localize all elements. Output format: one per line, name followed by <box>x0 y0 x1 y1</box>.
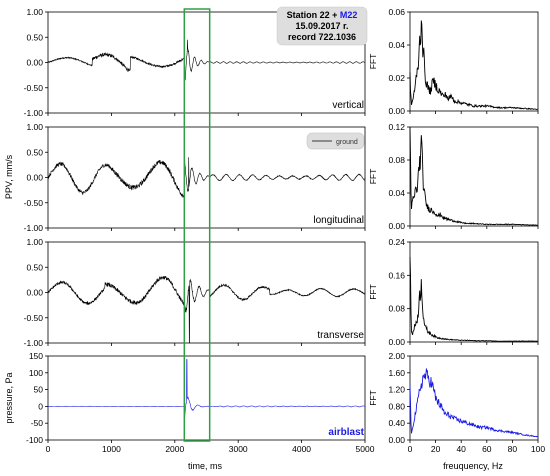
vertical-series-line <box>47 39 365 84</box>
label-longitudinal: longitudinal <box>313 215 364 226</box>
longitudinal-ytick-label: 0.50 <box>26 147 43 157</box>
legend-background <box>306 132 365 150</box>
info-box-line1-prefix: Station 22 + <box>287 10 340 20</box>
fft_vertical-ytick-label: 0.02 <box>388 73 405 83</box>
fft_airblast-xtick-label: 80 <box>508 444 518 454</box>
fft_vertical-frame <box>409 11 539 112</box>
fft_transverse-ytick-label: 0.08 <box>388 304 405 314</box>
fft_airblast-frame <box>409 355 539 441</box>
info-box-background <box>276 6 368 46</box>
airblast-ytick-label: -100 <box>26 435 43 445</box>
transverse-ytick-label: 0.50 <box>26 262 43 272</box>
fft_transverse-ylabel: FFT <box>368 284 378 300</box>
fft_airblast-ytick-label: 1.60 <box>388 368 405 378</box>
vertical-ytick-label: -1.00 <box>24 108 44 118</box>
airblast-xtick-label: 1000 <box>102 444 121 454</box>
airblast-xtick-label: 2000 <box>165 444 184 454</box>
airblast-xtick-label: 5000 <box>356 444 375 454</box>
longitudinal-series-line <box>47 157 366 198</box>
fft_longitudinal-ytick-label: 0.08 <box>388 155 405 165</box>
airblast-frame <box>47 355 366 441</box>
legend: ground <box>306 132 365 150</box>
fft_vertical-ytick-label: 0.04 <box>388 40 405 50</box>
fft_vertical-ylabel: FFT <box>368 54 378 70</box>
fft_transverse-ytick-label: 0.16 <box>388 270 405 280</box>
fft_airblast-xtick-label: 40 <box>456 444 466 454</box>
ppv-ylabel: PPV, mm/s <box>4 154 14 199</box>
airblast-ytick-label: -50 <box>31 418 44 428</box>
longitudinal-ytick-label: 0.00 <box>26 173 43 183</box>
airblast-ytick-label: 150 <box>29 351 43 361</box>
fft_transverse-ytick-label: 0.00 <box>388 337 405 347</box>
longitudinal-ytick-label: 1.00 <box>26 122 43 132</box>
info-box-line1-highlight: M22 <box>340 10 358 20</box>
fft_transverse-frame <box>409 241 539 343</box>
label-transverse: transverse <box>317 330 364 341</box>
info-box-line1: Station 22 + M22 <box>287 10 358 20</box>
fft_longitudinal-ylabel: FFT <box>368 169 378 185</box>
label-airblast: airblast <box>328 427 364 438</box>
fft_airblast-ytick-label: 0.00 <box>388 435 405 445</box>
transverse-ytick-label: 1.00 <box>26 237 43 247</box>
time-xlabel: time, ms <box>188 461 223 471</box>
transverse-ytick-label: -0.50 <box>24 313 44 323</box>
fft_transverse-series-line <box>409 257 538 342</box>
pressure-ylabel: pressure, Pa <box>4 372 14 423</box>
fft_vertical-series-line <box>409 20 538 110</box>
longitudinal-ytick-label: -1.00 <box>24 223 44 233</box>
airblast-xtick-label: 4000 <box>292 444 311 454</box>
fft_longitudinal-frame <box>409 126 539 227</box>
info-box-line2: 15.09.2017 r. <box>295 21 348 31</box>
fft_airblast-ytick-label: 0.80 <box>388 401 405 411</box>
fft_vertical-ytick-label: 0.00 <box>388 106 405 116</box>
fft_airblast-ylabel: FFT <box>368 390 378 406</box>
info-box: Station 22 + M22 15.09.2017 r. record 72… <box>276 6 368 46</box>
airblast-ytick-label: 100 <box>29 368 43 378</box>
legend-label: ground <box>336 139 358 146</box>
transverse-series-line <box>47 276 366 344</box>
panels-layer: 1.00 0.50 0.00 -0.50 -1.00 1.00 0.50 0.00 -0.50 -… <box>24 7 546 454</box>
fft_airblast-xtick-label: 60 <box>482 444 492 454</box>
fft_airblast-xtick-label: 0 <box>408 444 413 454</box>
airblast-xtick-label: 3000 <box>229 444 248 454</box>
highlight-window <box>183 8 211 442</box>
fft_airblast-series-line <box>409 368 538 438</box>
airblast-xtick-label: 0 <box>46 444 51 454</box>
airblast-ytick-label: 0 <box>38 401 43 411</box>
fft_airblast-ytick-label: 2.00 <box>388 351 405 361</box>
fft_airblast-xtick-label: 20 <box>431 444 441 454</box>
freq-xlabel: freuquency, Hz <box>443 461 503 471</box>
airblast-ytick-label: 50 <box>34 385 44 395</box>
fft_longitudinal-ytick-label: 0.00 <box>388 221 405 231</box>
fft_airblast-ytick-label: 0.40 <box>388 418 405 428</box>
longitudinal-ytick-label: -0.50 <box>24 198 44 208</box>
transverse-frame <box>47 241 366 344</box>
fft_longitudinal-ytick-label: 0.04 <box>388 188 405 198</box>
vertical-ytick-label: 0.50 <box>26 32 43 42</box>
fft_longitudinal-ytick-label: 0.12 <box>388 122 405 132</box>
fft_transverse-ytick-label: 0.24 <box>388 237 405 247</box>
fft_vertical-ytick-label: 0.06 <box>388 7 405 17</box>
info-box-line3: record 722.1036 <box>288 32 356 42</box>
label-vertical: vertical <box>332 100 364 111</box>
transverse-ytick-label: -1.00 <box>24 338 44 348</box>
airblast-series-line <box>48 359 366 419</box>
vertical-ytick-label: 0.00 <box>26 58 43 68</box>
fft_airblast-xtick-label: 100 <box>531 444 545 454</box>
fft_airblast-ytick-label: 1.20 <box>388 385 405 395</box>
fft_longitudinal-series-line <box>409 126 538 226</box>
vertical-ytick-label: -0.50 <box>24 83 44 93</box>
vertical-ytick-label: 1.00 <box>26 7 43 17</box>
transverse-ytick-label: 0.00 <box>26 288 43 298</box>
